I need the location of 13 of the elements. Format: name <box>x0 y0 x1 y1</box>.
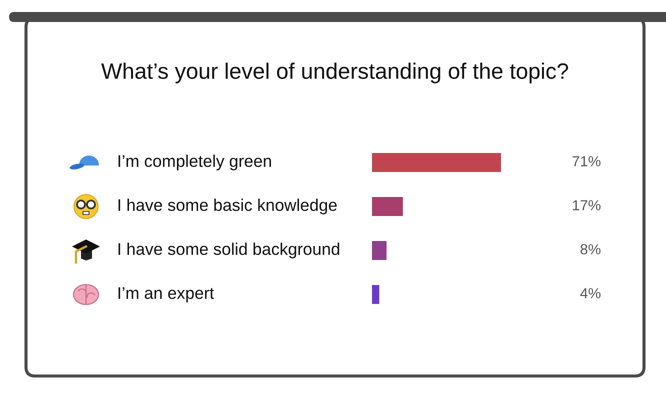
bar <box>372 285 380 304</box>
data-label: 8% <box>580 244 600 254</box>
y-tick-label: I have some solid background <box>118 242 340 258</box>
bar <box>372 197 403 216</box>
y-tick-label: I’m an expert <box>118 287 214 302</box>
y-tick-label: I’m completely green <box>118 154 271 170</box>
bar <box>372 241 387 260</box>
data-label: 71% <box>572 156 600 166</box>
chart-title: What’s your level of understanding of the topic? <box>101 62 568 84</box>
y-tick-label: I have some basic knowledge <box>118 198 337 214</box>
bar <box>372 153 501 172</box>
data-label: 17% <box>572 200 600 210</box>
data-label: 4% <box>580 288 600 298</box>
